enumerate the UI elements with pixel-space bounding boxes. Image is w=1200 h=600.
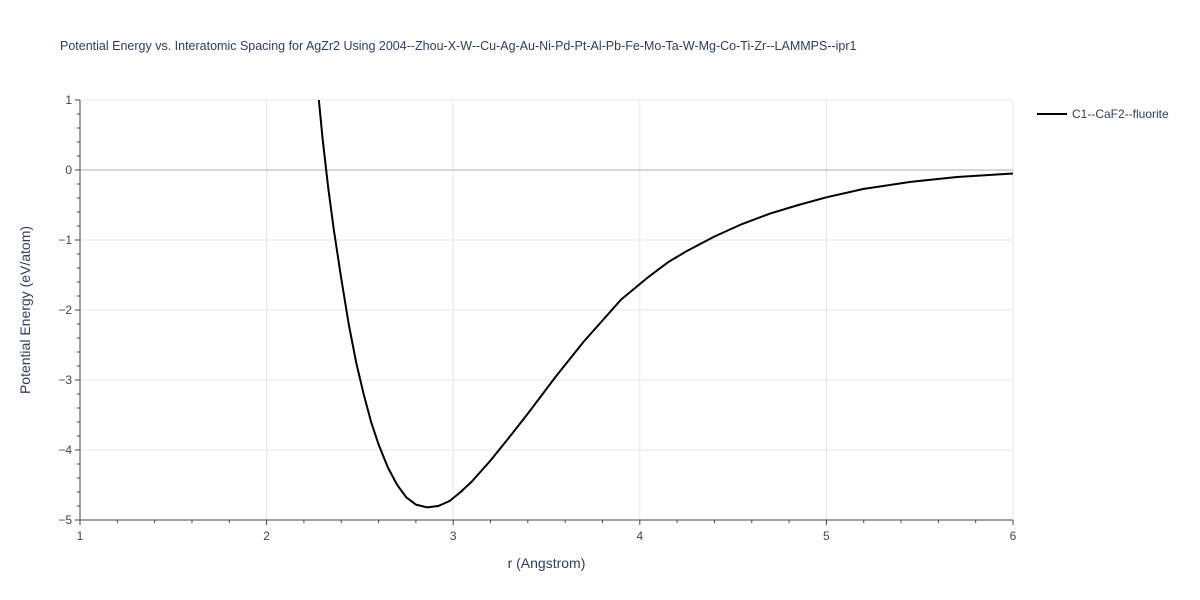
y-tick-label: −1	[58, 233, 72, 247]
legend[interactable]: C1--CaF2--fluorite	[1037, 107, 1169, 121]
x-axis-title: r (Angstrom)	[508, 555, 586, 571]
y-tick-label: −4	[58, 443, 72, 457]
y-tick-label: −3	[58, 373, 72, 387]
x-tick-label: 2	[263, 529, 270, 543]
series-line	[317, 100, 1013, 509]
y-tick-label: 0	[65, 163, 72, 177]
y-tick-label: −2	[58, 303, 72, 317]
x-tick-label: 5	[823, 529, 830, 543]
plot-area	[317, 100, 1013, 509]
y-tick-label: −5	[58, 513, 72, 527]
tick-labels: 1 2 3 4 5 6 −5 −4 −3 −2 −1 0 1	[58, 93, 1016, 543]
y-axis-title: Potential Energy (eV/atom)	[17, 226, 33, 394]
grid	[80, 99, 1014, 520]
axes	[75, 99, 1014, 525]
y-tick-label: 1	[65, 93, 72, 107]
x-tick-label: 4	[636, 529, 643, 543]
legend-entry-label: C1--CaF2--fluorite	[1072, 107, 1169, 121]
x-tick-label: 3	[450, 529, 457, 543]
x-tick-label: 6	[1010, 529, 1017, 543]
chart-title: Potential Energy vs. Interatomic Spacing…	[60, 39, 857, 53]
x-tick-label: 1	[77, 529, 84, 543]
